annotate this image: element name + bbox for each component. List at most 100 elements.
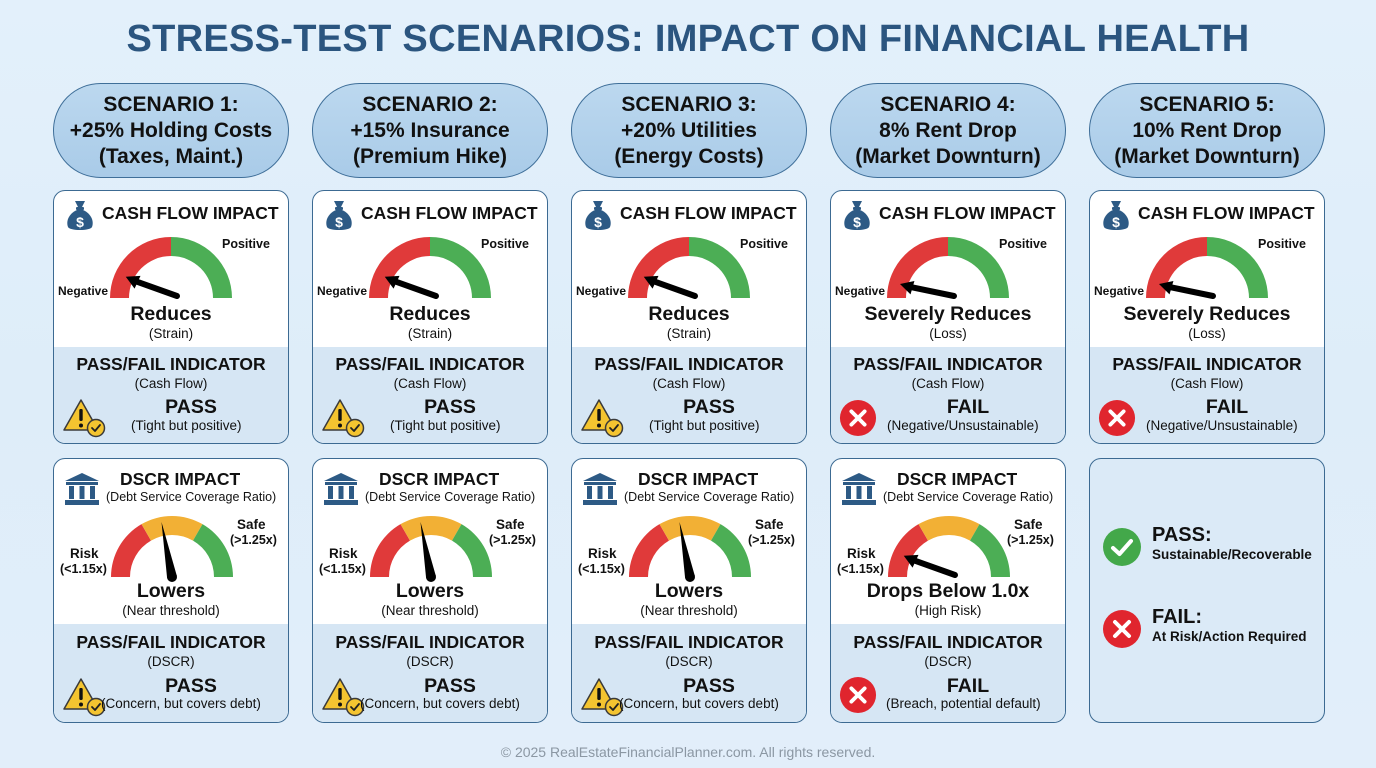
scenario-header: SCENARIO 4: 8% Rent Drop (Market Downturn) (830, 83, 1066, 178)
gauge-label-risk: Risk (329, 546, 358, 561)
gauge-label-safe-threshold: (>1.25x) (748, 533, 795, 547)
bank-icon (324, 473, 358, 505)
dscr-card: DSCR IMPACT (Debt Service Coverage Ratio)… (571, 458, 807, 723)
svg-text:$: $ (594, 214, 602, 230)
pass-fail-title: PASS/FAIL INDICATOR (853, 354, 1043, 374)
cash-flow-pass-fail: PASS/FAIL INDICATOR (Cash Flow) PASS (Tight… (572, 347, 806, 443)
gauge-segment-caution (141, 516, 203, 541)
scenario-description: +20% Utilities (621, 118, 757, 142)
pass-fail-subtitle: (Cash Flow) (1170, 376, 1244, 391)
gauge-segment-risk (370, 524, 410, 577)
gauge-label-negative: Negative (576, 284, 627, 298)
pass-fail-subtitle: (Cash Flow) (652, 376, 726, 391)
gauge-label-negative: Negative (835, 284, 886, 298)
pass-fail-status: FAIL (946, 675, 990, 697)
scenario-number: SCENARIO 2: (362, 92, 498, 116)
dscr-subtitle: (Debt Service Coverage Ratio) (365, 490, 536, 504)
gauge-segment-negative (628, 237, 689, 298)
pass-fail-status: PASS (424, 675, 476, 697)
scenario-number: SCENARIO 5: (1139, 92, 1275, 116)
pass-fail-status: PASS (165, 675, 217, 697)
pass-fail-status: PASS (683, 675, 735, 697)
pass-fail-subtitle: (Cash Flow) (134, 376, 208, 391)
fail-x-icon (1098, 399, 1136, 437)
gauge-segment-negative (110, 237, 171, 298)
pass-fail-subtitle: (Cash Flow) (393, 376, 467, 391)
scenario-header: SCENARIO 1: +25% Holding Costs (Taxes, Mai… (53, 83, 289, 178)
gauge-label-safe: Safe (496, 517, 525, 532)
cash-flow-card: $ CASH FLOW IMPACT Positive Negative Reduces… (312, 190, 548, 444)
pass-fail-status: PASS (424, 396, 476, 418)
pass-fail-title: PASS/FAIL INDICATOR (335, 632, 525, 652)
pass-fail-detail: (Negative/Unsustainable) (1146, 418, 1298, 433)
scenario-column-2: SCENARIO 2: +15% Insurance (Premium Hike) $… (312, 83, 548, 723)
dscr-pass-fail: PASS/FAIL INDICATOR (DSCR) PASS (Concern, b… (313, 624, 547, 722)
dscr-gauge (888, 516, 1010, 578)
dscr-subtitle: (Debt Service Coverage Ratio) (624, 490, 795, 504)
gauge-needle (899, 280, 957, 299)
gauge-label-safe-threshold: (>1.25x) (230, 533, 277, 547)
cash-flow-pass-fail: PASS/FAIL INDICATOR (Cash Flow) FAIL (Negat… (831, 347, 1065, 443)
gauge-segment-positive (171, 237, 232, 298)
dscr-result: Lowers (136, 580, 206, 602)
dscr-title: DSCR IMPACT (638, 469, 759, 489)
scenario-header: SCENARIO 3: +20% Utilities (Energy Costs) (571, 83, 807, 178)
pass-fail-title: PASS/FAIL INDICATOR (594, 632, 784, 652)
scenario-description: (Premium Hike) (352, 144, 508, 168)
gauge-segment-safe (970, 524, 1010, 577)
gauge-segment-risk (888, 524, 928, 577)
cash-flow-gauge (628, 237, 750, 299)
svg-text:$: $ (335, 214, 343, 230)
dscr-title: DSCR IMPACT (897, 469, 1018, 489)
scenario-description: (Market Downturn) (1114, 144, 1300, 168)
cash-flow-title: CASH FLOW IMPACT (620, 203, 797, 223)
cash-flow-pass-fail: PASS/FAIL INDICATOR (Cash Flow) PASS (Tight… (313, 347, 547, 443)
pass-fail-title: PASS/FAIL INDICATOR (335, 354, 525, 374)
pass-fail-detail: (Tight but positive) (131, 418, 242, 433)
fail-x-icon (839, 676, 877, 714)
dscr-card: DSCR IMPACT (Debt Service Coverage Ratio)… (53, 458, 289, 723)
gauge-label-risk: Risk (588, 546, 617, 561)
fail-x-icon (1103, 610, 1141, 648)
cash-flow-result-detail: (Loss) (929, 326, 967, 341)
pass-fail-title: PASS/FAIL INDICATOR (76, 632, 266, 652)
gauge-segment-safe (193, 524, 233, 577)
warning-check-icon (322, 678, 365, 717)
legend-pass-desc: Sustainable/Recoverable (1152, 547, 1312, 562)
gauge-needle (1158, 280, 1216, 299)
legend-pass-label: PASS: (1152, 524, 1212, 546)
pass-check-icon (1103, 528, 1141, 566)
gauge-segment-safe (711, 524, 751, 577)
pass-fail-detail: (Concern, but covers debt) (619, 696, 779, 711)
dscr-pass-fail: PASS/FAIL INDICATOR (DSCR) PASS (Concern, b… (572, 624, 806, 722)
pass-fail-detail: (Tight but positive) (649, 418, 760, 433)
cash-flow-pass-fail: PASS/FAIL INDICATOR (Cash Flow) PASS (Tight… (54, 347, 288, 443)
pass-fail-subtitle: (DSCR) (924, 654, 972, 669)
cash-flow-result-detail: (Loss) (1188, 326, 1226, 341)
gauge-label-negative: Negative (317, 284, 368, 298)
gauge-segment-positive (430, 237, 491, 298)
pass-fail-detail: (Concern, but covers debt) (360, 696, 520, 711)
gauge-segment-negative (1146, 237, 1207, 298)
cash-flow-gauge (1146, 237, 1268, 299)
cash-flow-result-detail: (Strain) (407, 326, 453, 341)
cash-flow-result-detail: (Strain) (666, 326, 712, 341)
dscr-result: Drops Below 1.0x (866, 580, 1030, 602)
scenario-column-4: SCENARIO 4: 8% Rent Drop (Market Downturn)… (830, 83, 1066, 723)
pass-fail-detail: (Breach, potential default) (886, 696, 1041, 711)
scenario-description: +25% Holding Costs (69, 118, 273, 142)
scenario-header: SCENARIO 5: 10% Rent Drop (Market Downturn… (1089, 83, 1325, 178)
cash-flow-title: CASH FLOW IMPACT (879, 203, 1056, 223)
gauge-label-safe: Safe (1014, 517, 1043, 532)
gauge-needle (420, 521, 436, 582)
gauge-label-positive: Positive (1258, 237, 1306, 251)
cash-flow-result: Severely Reduces (864, 303, 1032, 325)
scenario-number: SCENARIO 3: (621, 92, 757, 116)
cash-flow-title: CASH FLOW IMPACT (102, 203, 279, 223)
pass-fail-subtitle: (Cash Flow) (911, 376, 985, 391)
money-bag-icon: $ (326, 201, 352, 230)
gauge-segment-negative (887, 237, 948, 298)
svg-text:$: $ (853, 214, 861, 230)
scenario-number: SCENARIO 4: (880, 92, 1016, 116)
bank-icon (842, 473, 876, 505)
